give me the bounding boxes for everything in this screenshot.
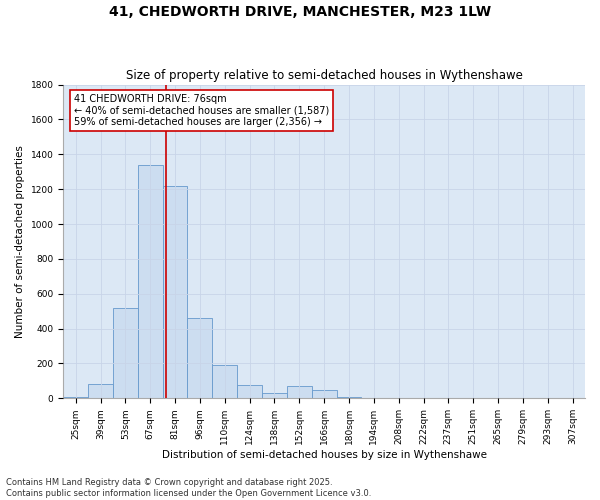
Bar — [262, 393, 287, 398]
Bar — [212, 365, 237, 398]
Bar — [337, 396, 361, 398]
X-axis label: Distribution of semi-detached houses by size in Wythenshawe: Distribution of semi-detached houses by … — [161, 450, 487, 460]
Bar — [287, 386, 312, 398]
Bar — [63, 396, 88, 398]
Text: Contains HM Land Registry data © Crown copyright and database right 2025.
Contai: Contains HM Land Registry data © Crown c… — [6, 478, 371, 498]
Bar — [312, 390, 337, 398]
Title: Size of property relative to semi-detached houses in Wythenshawe: Size of property relative to semi-detach… — [126, 69, 523, 82]
Bar — [237, 386, 262, 398]
Bar — [138, 164, 163, 398]
Bar — [88, 384, 113, 398]
Bar — [113, 308, 138, 398]
Bar — [187, 318, 212, 398]
Y-axis label: Number of semi-detached properties: Number of semi-detached properties — [15, 145, 25, 338]
Text: 41, CHEDWORTH DRIVE, MANCHESTER, M23 1LW: 41, CHEDWORTH DRIVE, MANCHESTER, M23 1LW — [109, 5, 491, 19]
Text: 41 CHEDWORTH DRIVE: 76sqm
← 40% of semi-detached houses are smaller (1,587)
59% : 41 CHEDWORTH DRIVE: 76sqm ← 40% of semi-… — [74, 94, 329, 127]
Bar — [163, 186, 187, 398]
